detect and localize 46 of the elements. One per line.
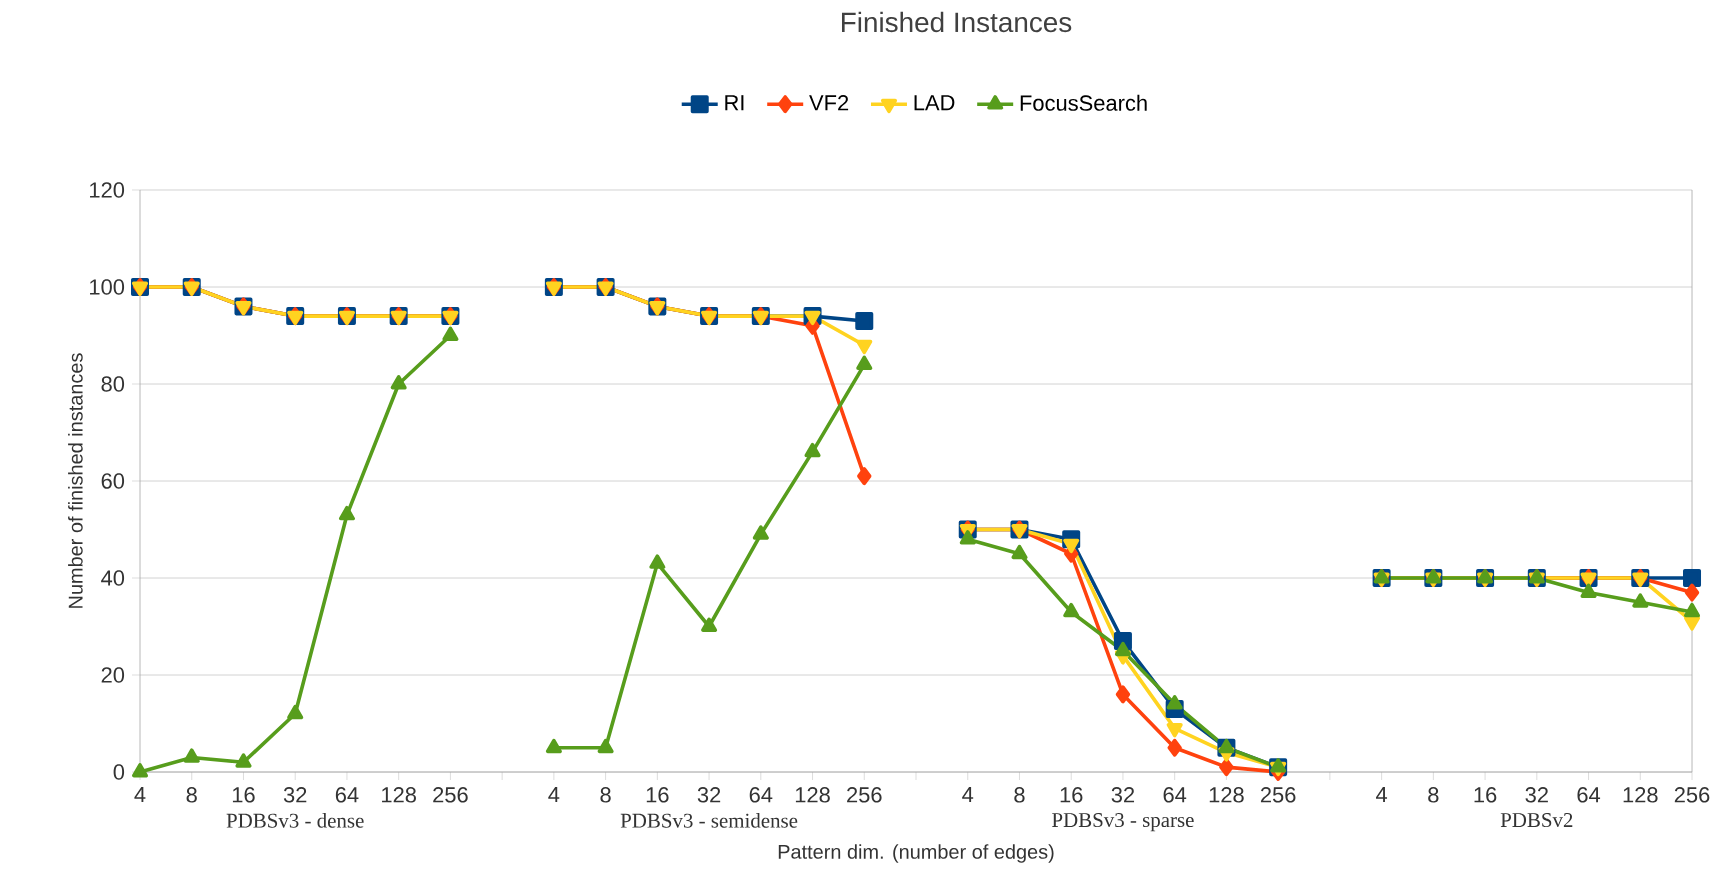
legend-label: LAD: [914, 95, 955, 111]
text: PDBSv3 - dense: [226, 813, 364, 828]
x-tick-label: 8: [186, 787, 197, 803]
x-tick-label: 64: [335, 787, 359, 803]
x-tick-label: 64: [749, 787, 773, 803]
x-tick-label: 4: [548, 787, 560, 803]
x-tick-label: 128: [1623, 787, 1658, 803]
y-axis-title: Number of finished instances: [68, 353, 83, 608]
text: PDBSv3 - sparse: [1052, 813, 1194, 832]
x-tick-label: 128: [795, 787, 830, 803]
y-tick-label: 80: [101, 376, 125, 392]
x-tick-label: 64: [1577, 787, 1601, 803]
y-tick-label: 40: [101, 570, 125, 586]
x-tick-label: 32: [1111, 787, 1135, 803]
x-tick-label: 128: [1209, 787, 1244, 803]
x-axis-title: Pattern dim. (number of edges): [778, 844, 1054, 863]
y-tick-label: 0: [113, 764, 125, 780]
x-tick-label: 256: [1260, 787, 1296, 803]
x-tick-label: 32: [697, 787, 721, 803]
x-tick-label: 16: [646, 787, 669, 803]
x-tick-label: 16: [1060, 787, 1083, 803]
x-tick-label: 16: [232, 787, 255, 803]
x-tick-label: 256: [1674, 787, 1710, 803]
chart-title: Finished Instances: [842, 11, 1072, 33]
x-tick-label: 256: [433, 787, 468, 803]
x-tick-label: 128: [382, 787, 416, 803]
legend-label: RI: [725, 95, 744, 111]
x-tick-label: 4: [962, 787, 974, 803]
x-tick-label: 8: [1428, 787, 1439, 803]
x-tick-label: 16: [1474, 787, 1497, 803]
text: PDBSv2: [1500, 813, 1573, 828]
x-tick-label: 64: [1163, 787, 1187, 803]
y-tick-label: 60: [101, 473, 125, 489]
x-tick-label: 4: [134, 787, 146, 803]
x-tick-label: 32: [1525, 787, 1548, 803]
x-tick-label: 8: [600, 787, 611, 803]
y-tick-label: 120: [90, 182, 125, 198]
y-tick-label: 100: [90, 279, 125, 295]
x-tick-label: 8: [1014, 787, 1025, 803]
legend-label: VF2: [809, 95, 849, 111]
x-tick-label: 256: [847, 787, 882, 803]
legend-label: FocusSearch: [1020, 94, 1147, 111]
text: PDBSv3 - semidense: [620, 813, 798, 828]
y-tick-label: 20: [101, 667, 125, 683]
x-tick-label: 4: [1376, 787, 1388, 803]
x-tick-label: 32: [283, 787, 307, 803]
